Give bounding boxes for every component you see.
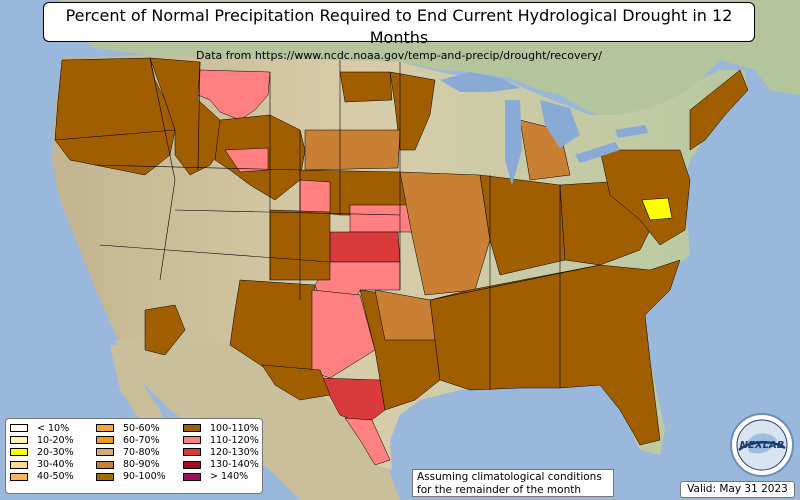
region-southeast: [429, 259, 681, 446]
legend-swatch: [183, 448, 201, 457]
region-north-dakota: [339, 71, 393, 103]
region-maryland-yellow: [641, 197, 673, 221]
legend-label: 50-60%: [123, 422, 160, 434]
legend-column-1: < 10% 10-20% 20-30% 30-40% 40-50%: [10, 422, 74, 483]
legend-entry: 110-120%: [183, 434, 259, 446]
region-illinois-indiana: [479, 174, 566, 276]
region-kansas-red: [329, 231, 401, 263]
legend-swatch: [183, 460, 201, 469]
legend-entry: 90-100%: [96, 471, 166, 483]
region-mid-atlantic: [599, 149, 691, 246]
legend-entry: 70-80%: [96, 446, 166, 458]
legend-swatch: [10, 436, 28, 445]
legend-column-2: 50-60% 60-70% 70-80% 80-90% 90-100%: [96, 422, 166, 483]
legend-swatch: [96, 448, 114, 457]
legend-swatch: [10, 472, 28, 481]
lake-michigan: [505, 100, 522, 185]
legend-entry: 100-110%: [183, 422, 259, 434]
legend-entry: 50-60%: [96, 422, 166, 434]
legend-swatch: [183, 424, 201, 433]
legend-swatch: [10, 448, 28, 457]
legend-label: 130-140%: [210, 459, 259, 471]
assumption-note: Assuming climatological conditions for t…: [412, 469, 614, 497]
logo-text: NEXLAB: [740, 440, 785, 451]
legend-swatch: [96, 472, 114, 481]
mexico-land: [115, 335, 400, 500]
legend-label: < 10%: [37, 422, 70, 434]
lake-erie: [575, 142, 620, 163]
legend-label: 40-50%: [37, 471, 74, 483]
region-west-texas-brown: [261, 364, 331, 401]
legend: < 10% 10-20% 20-30% 30-40% 40-50% 50-60%…: [5, 418, 263, 494]
legend-entry: 80-90%: [96, 459, 166, 471]
note-line-2: for the remainder of the month: [417, 483, 582, 496]
legend-swatch: [10, 424, 28, 433]
legend-label: 60-70%: [123, 434, 160, 446]
legend-label: 30-40%: [37, 459, 74, 471]
legend-entry: 60-70%: [96, 434, 166, 446]
region-kansas-pink: [349, 204, 416, 233]
region-arkansas-orange: [374, 289, 436, 341]
region-minnesota: [389, 71, 436, 151]
lake-huron: [540, 100, 580, 148]
legend-entry: > 140%: [183, 471, 259, 483]
legend-label: 20-30%: [37, 446, 74, 458]
legend-swatch: [10, 460, 28, 469]
state-borders: [54, 57, 601, 390]
region-south-tip-texas-pink: [344, 417, 391, 466]
title-box: Percent of Normal Precipitation Required…: [43, 2, 755, 62]
legend-swatch: [96, 424, 114, 433]
map-title: Percent of Normal Precipitation Required…: [65, 6, 733, 47]
legend-swatch: [96, 436, 114, 445]
region-new-england: [689, 69, 749, 151]
legend-entry: 30-40%: [10, 459, 74, 471]
lake-superior: [440, 72, 520, 92]
legend-swatch: [183, 436, 201, 445]
legend-label: 10-20%: [37, 434, 74, 446]
lake-ontario: [615, 125, 648, 138]
legend-swatch: [183, 472, 201, 481]
legend-label: 80-90%: [123, 459, 160, 471]
legend-entry: 130-140%: [183, 459, 259, 471]
map-subtitle: Data from https://www.ncdc.noaa.gov/temp…: [196, 49, 602, 62]
region-nebraska-pink: [299, 179, 331, 216]
legend-label: 120-130%: [210, 446, 259, 458]
legend-label: 90-100%: [123, 471, 166, 483]
region-wyoming-pink: [224, 147, 269, 173]
region-south-dakota-orange: [304, 129, 401, 171]
legend-entry: 20-30%: [10, 446, 74, 458]
legend-swatch: [96, 460, 114, 469]
region-arizona: [144, 304, 186, 356]
legend-entry: < 10%: [10, 422, 74, 434]
legend-column-3: 100-110% 110-120% 120-130% 130-140% > 14…: [183, 422, 259, 483]
region-west-texas-pink: [311, 289, 376, 379]
legend-entry: 10-20%: [10, 434, 74, 446]
legend-label: > 140%: [210, 471, 249, 483]
nexlab-globe-logo-icon: NEXLAB: [730, 413, 794, 477]
note-line-1: Assuming climatological conditions: [417, 471, 602, 483]
legend-label: 70-80%: [123, 446, 160, 458]
legend-entry: 40-50%: [10, 471, 74, 483]
legend-entry: 120-130%: [183, 446, 259, 458]
region-south-texas-red: [319, 377, 386, 426]
legend-label: 110-120%: [210, 434, 259, 446]
valid-date: Valid: May 31 2023: [680, 481, 795, 498]
legend-label: 100-110%: [210, 422, 259, 434]
